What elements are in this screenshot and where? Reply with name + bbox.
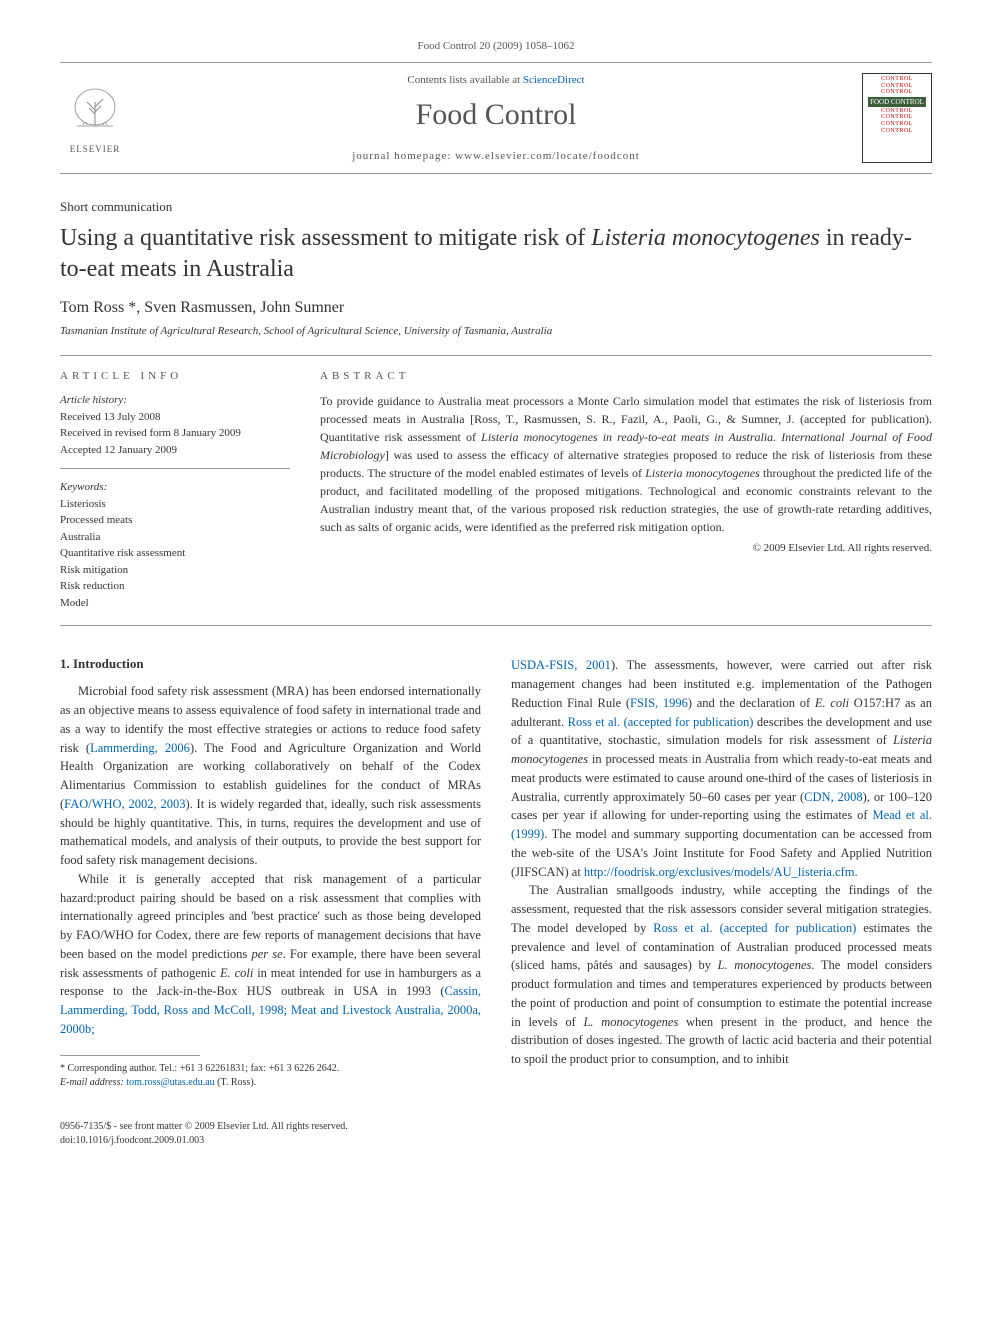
body-paragraph: Microbial food safety risk assessment (M… <box>60 682 481 870</box>
footer-doi: doi:10.1016/j.foodcont.2009.01.003 <box>60 1134 932 1148</box>
cover-line: CONTROL <box>881 76 913 83</box>
journal-header: ELSEVIER Contents lists available at Sci… <box>60 62 932 174</box>
contents-available-line: Contents lists available at ScienceDirec… <box>130 74 862 86</box>
sciencedirect-link[interactable]: ScienceDirect <box>523 74 585 86</box>
body-italic: L. monocytogenes <box>583 1015 678 1029</box>
contents-prefix: Contents lists available at <box>407 74 522 86</box>
journal-homepage-line: journal homepage: www.elsevier.com/locat… <box>130 150 862 162</box>
corresponding-author-footnote: * Corresponding author. Tel.: +61 3 6226… <box>60 1062 481 1090</box>
body-paragraph: The Australian smallgoods industry, whil… <box>511 881 932 1069</box>
left-column: 1. Introduction Microbial food safety ri… <box>60 656 481 1089</box>
body-paragraph: USDA-FSIS, 2001). The assessments, howev… <box>511 656 932 881</box>
abstract-copyright: © 2009 Elsevier Ltd. All rights reserved… <box>320 542 932 554</box>
url-link[interactable]: http://foodrisk.org/exclusives/models/AU… <box>584 865 855 879</box>
email-label: E-mail address: <box>60 1077 124 1088</box>
journal-title: Food Control <box>130 98 862 132</box>
elsevier-label: ELSEVIER <box>70 144 121 154</box>
abstract-italic: Listeria monocytogenes <box>645 466 760 480</box>
abstract-column: ABSTRACT To provide guidance to Australi… <box>320 370 932 611</box>
body-italic: E. coli <box>220 966 253 980</box>
history-label: Article history: <box>60 392 290 409</box>
citation-link[interactable]: Lammerding, 2006 <box>90 741 190 755</box>
keywords-label: Keywords: <box>60 479 290 496</box>
keyword: Model <box>60 595 290 612</box>
keyword: Australia <box>60 529 290 546</box>
affiliation: Tasmanian Institute of Agricultural Rese… <box>60 325 932 337</box>
abstract-text: To provide guidance to Australia meat pr… <box>320 392 932 536</box>
body-text: ) and the declaration of <box>688 696 815 710</box>
authors: Tom Ross *, Sven Rasmussen, John Sumner <box>60 299 932 317</box>
article-history: Article history: Received 13 July 2008 R… <box>60 392 290 469</box>
homepage-url[interactable]: www.elsevier.com/locate/foodcont <box>455 150 640 162</box>
received-date: Received 13 July 2008 <box>60 409 290 426</box>
citation-link[interactable]: Ross et al. (accepted for publication) <box>568 715 754 729</box>
accepted-date: Accepted 12 January 2009 <box>60 442 290 459</box>
article-type: Short communication <box>60 199 932 215</box>
citation-link[interactable]: FAO/WHO, 2002, 2003 <box>64 797 185 811</box>
revised-date: Received in revised form 8 January 2009 <box>60 425 290 442</box>
citation-link[interactable]: CDN, 2008 <box>804 790 862 804</box>
keywords-block: Keywords: Listeriosis Processed meats Au… <box>60 479 290 611</box>
cover-line: CONTROL <box>881 128 913 135</box>
body-two-columns: 1. Introduction Microbial food safety ri… <box>60 656 932 1089</box>
email-suffix: (T. Ross). <box>215 1077 256 1088</box>
keyword: Processed meats <box>60 512 290 529</box>
body-text: . <box>855 865 858 879</box>
journal-reference: Food Control 20 (2009) 1058–1062 <box>60 40 932 52</box>
citation-link[interactable]: FSIS, 1996 <box>630 696 688 710</box>
elsevier-logo: ELSEVIER <box>60 78 130 158</box>
title-pre: Using a quantitative risk assessment to … <box>60 225 591 251</box>
title-species: Listeria monocytogenes <box>591 225 820 251</box>
footer-copyright: 0956-7135/$ - see front matter © 2009 El… <box>60 1120 932 1134</box>
article-title: Using a quantitative risk assessment to … <box>60 223 932 285</box>
right-column: USDA-FSIS, 2001). The assessments, howev… <box>511 656 932 1089</box>
body-italic: per se <box>251 947 282 961</box>
article-info-column: ARTICLE INFO Article history: Received 1… <box>60 370 290 611</box>
keyword: Listeriosis <box>60 496 290 513</box>
footnote-divider <box>60 1055 200 1056</box>
homepage-prefix: journal homepage: <box>352 150 455 162</box>
cover-line-main: FOOD CONTROL <box>868 97 926 107</box>
email-link[interactable]: tom.ross@utas.edu.au <box>126 1077 214 1088</box>
section-1-title: 1. Introduction <box>60 656 481 672</box>
cover-line: CONTROL <box>881 108 913 115</box>
info-abstract-row: ARTICLE INFO Article history: Received 1… <box>60 355 932 626</box>
cover-line: CONTROL <box>881 83 913 90</box>
body-italic: E. coli <box>815 696 849 710</box>
cover-line: CONTROL <box>881 114 913 121</box>
body-paragraph: While it is generally accepted that risk… <box>60 870 481 1039</box>
elsevier-tree-icon <box>65 82 125 142</box>
keyword: Risk reduction <box>60 578 290 595</box>
page-container: Food Control 20 (2009) 1058–1062 ELSEVIE… <box>0 0 992 1178</box>
journal-cover-thumbnail: CONTROL CONTROL CONTROL FOOD CONTROL CON… <box>862 73 932 163</box>
keyword: Quantitative risk assessment <box>60 545 290 562</box>
header-center: Contents lists available at ScienceDirec… <box>130 74 862 162</box>
citation-link[interactable]: USDA-FSIS, 2001 <box>511 658 611 672</box>
cover-line: CONTROL <box>881 121 913 128</box>
corr-author-line: * Corresponding author. Tel.: +61 3 6226… <box>60 1062 481 1076</box>
abstract-head: ABSTRACT <box>320 370 932 382</box>
article-info-head: ARTICLE INFO <box>60 370 290 382</box>
keyword: Risk mitigation <box>60 562 290 579</box>
citation-link[interactable]: Ross et al. (accepted for publication) <box>653 921 856 935</box>
body-italic: L. monocytogenes <box>718 958 812 972</box>
cover-line: CONTROL <box>881 89 913 96</box>
page-footer: 0956-7135/$ - see front matter © 2009 El… <box>60 1120 932 1148</box>
corr-email-line: E-mail address: tom.ross@utas.edu.au (T.… <box>60 1076 481 1090</box>
